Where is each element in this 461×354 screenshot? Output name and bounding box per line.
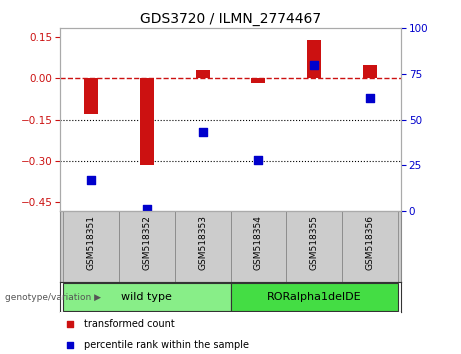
Text: genotype/variation ▶: genotype/variation ▶	[5, 292, 100, 302]
Text: transformed count: transformed count	[84, 319, 175, 329]
Bar	[230, 283, 398, 311]
Bar	[140, 78, 154, 165]
Point	[66, 321, 74, 326]
Title: GDS3720 / ILMN_2774467: GDS3720 / ILMN_2774467	[140, 12, 321, 26]
Bar	[307, 40, 321, 78]
Text: wild type: wild type	[121, 292, 172, 302]
Point	[87, 177, 95, 183]
Point	[366, 95, 374, 101]
Point	[255, 157, 262, 162]
Bar	[251, 78, 266, 83]
Bar	[286, 211, 343, 282]
Text: GSM518354: GSM518354	[254, 216, 263, 270]
Text: RORalpha1delDE: RORalpha1delDE	[267, 292, 362, 302]
Text: GSM518352: GSM518352	[142, 216, 151, 270]
Point	[66, 342, 74, 348]
Bar	[63, 283, 230, 311]
Bar	[84, 78, 98, 114]
Bar	[363, 65, 377, 78]
Text: GSM518355: GSM518355	[310, 216, 319, 270]
Text: GSM518353: GSM518353	[198, 216, 207, 270]
Text: GSM518351: GSM518351	[86, 216, 95, 270]
Bar	[175, 211, 230, 282]
Text: percentile rank within the sample: percentile rank within the sample	[84, 340, 249, 350]
Point	[199, 130, 206, 135]
Text: GSM518356: GSM518356	[366, 216, 375, 270]
Bar	[343, 211, 398, 282]
Bar	[230, 211, 286, 282]
Point	[311, 62, 318, 68]
Bar	[63, 211, 118, 282]
Bar	[195, 70, 210, 78]
Bar	[118, 211, 175, 282]
Point	[143, 206, 150, 212]
